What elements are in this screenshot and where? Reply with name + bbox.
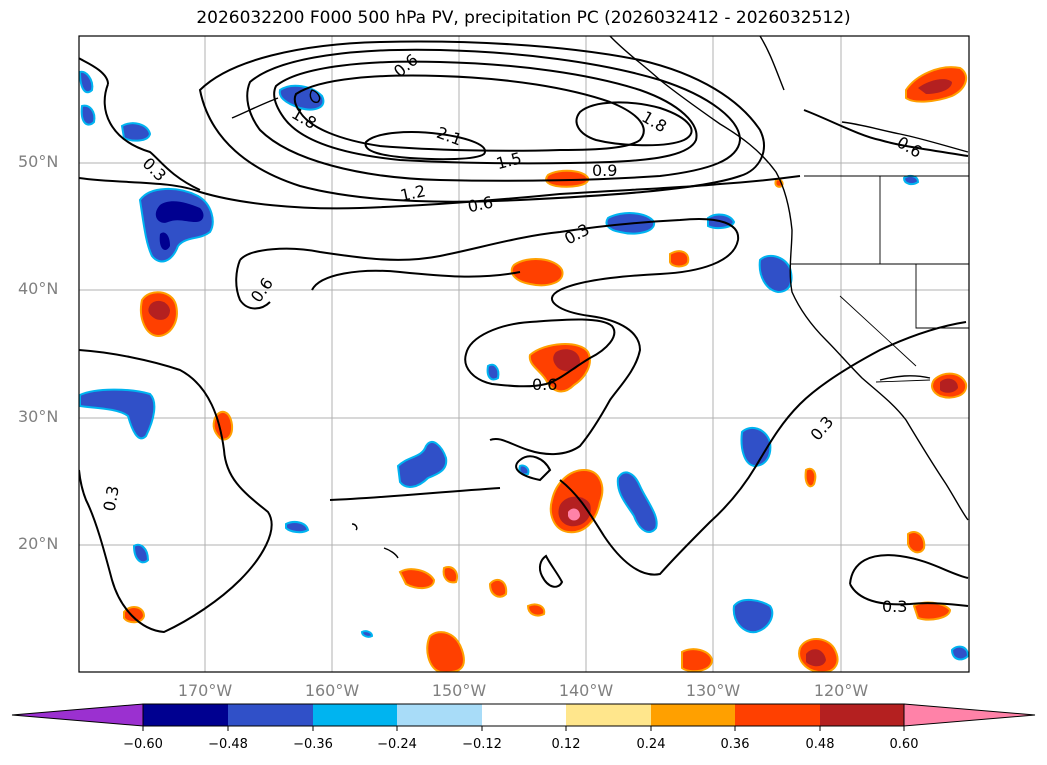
contour-label: 0.6 <box>894 132 926 161</box>
lon-label: 130°W <box>685 681 741 700</box>
lat-label: 40°N <box>18 279 59 298</box>
contour-label: 0.3 <box>100 484 123 512</box>
map-frame <box>78 35 970 673</box>
contour-label: 0.3 <box>882 597 907 616</box>
colorbar-segment <box>397 704 482 726</box>
colorbar-tick-label: −0.36 <box>293 737 333 752</box>
map-title: 2026032200 F000 500 hPa PV, precipitatio… <box>196 8 851 28</box>
precipitation-shading <box>79 66 969 672</box>
colorbar-segment <box>482 704 566 726</box>
colorbar-segment <box>735 704 820 726</box>
graticule <box>79 36 969 672</box>
coastlines <box>231 36 969 559</box>
colorbar-tick-label: −0.12 <box>462 737 502 752</box>
lat-label: 20°N <box>18 534 59 553</box>
colorbar-extend-high <box>903 703 1036 727</box>
pv-contours <box>79 40 969 634</box>
contour-label: 0.6 <box>532 375 557 394</box>
contour-labels: 0.3 0.6 0.9 1.2 1.5 1.8 2.1 1.8 0.6 0.3 … <box>100 50 925 616</box>
negative-anomaly <box>79 70 969 661</box>
contour-label: 0.9 <box>592 161 617 180</box>
colorbar-tick-label: −0.60 <box>123 737 163 752</box>
colorbar-tick-label: 0.60 <box>889 737 919 752</box>
colorbar-tick-label: 0.12 <box>551 737 581 752</box>
political-borders <box>790 175 969 383</box>
lat-label: 30°N <box>18 407 59 426</box>
colorbar-tick-label: 0.48 <box>805 737 835 752</box>
colorbar-extend-low <box>11 703 144 727</box>
colorbar-segment <box>228 704 313 726</box>
contour-label: 0.3 <box>561 220 592 249</box>
lon-label: 150°W <box>431 681 487 700</box>
contour-label: 0.3 <box>139 154 170 185</box>
contour-label: 1.2 <box>398 181 427 205</box>
contour-label: 0.6 <box>247 274 277 306</box>
lon-label: 140°W <box>558 681 614 700</box>
lat-label: 50°N <box>18 152 59 171</box>
lon-label: 120°W <box>813 681 869 700</box>
contour-label: 1.5 <box>494 148 524 173</box>
colorbar-tick-label: 0.24 <box>636 737 666 752</box>
colorbar-tick-label: −0.24 <box>377 737 417 752</box>
colorbar <box>11 703 1036 731</box>
colorbar-tick-label: 0.36 <box>720 737 750 752</box>
lon-label: 170°W <box>177 681 233 700</box>
colorbar-segment <box>566 704 651 726</box>
contour-label: 0.6 <box>466 192 495 216</box>
colorbar-segment <box>820 704 904 726</box>
colorbar-segment <box>313 704 397 726</box>
colorbar-tick-label: −0.48 <box>208 737 248 752</box>
colorbar-segment <box>651 704 735 726</box>
lon-label: 160°W <box>304 681 360 700</box>
contour-label: 0.3 <box>806 412 837 444</box>
contour-label: 2.1 <box>434 123 464 150</box>
colorbar-segment <box>143 704 228 726</box>
